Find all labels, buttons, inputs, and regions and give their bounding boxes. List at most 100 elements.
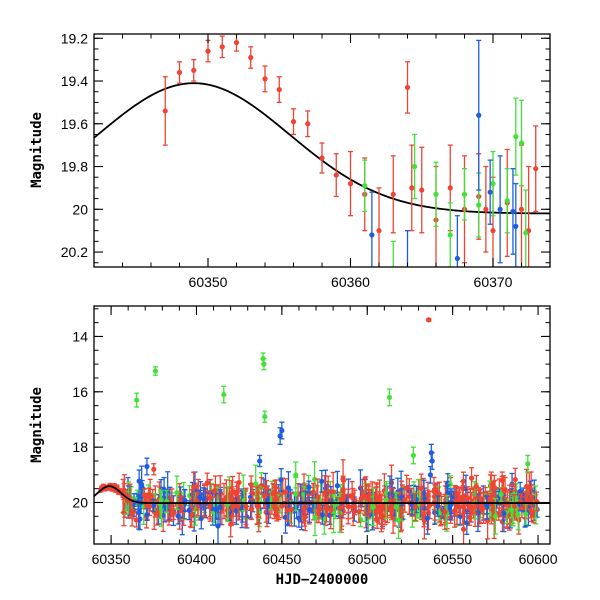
- band-point: [236, 472, 242, 493]
- band-point: [282, 478, 289, 507]
- green-point: [390, 240, 396, 267]
- blue-point: [257, 454, 263, 468]
- red-point: [390, 155, 396, 234]
- band-point: [273, 479, 279, 520]
- red-point: [376, 187, 382, 267]
- band-point: [349, 480, 355, 513]
- band-point: [514, 482, 520, 515]
- y-tick-label: 14: [72, 328, 88, 344]
- bottom-panel-ylabel: Magnitude: [29, 387, 45, 463]
- band-point: [468, 467, 475, 490]
- band-point: [129, 499, 135, 527]
- green-point: [525, 454, 531, 473]
- band-point: [512, 467, 518, 492]
- band-point: [306, 496, 313, 523]
- band-point: [383, 480, 389, 520]
- band-point: [213, 492, 219, 526]
- y-tick-label: 20.2: [61, 244, 88, 260]
- red-point: [404, 61, 411, 114]
- band-point: [435, 495, 441, 517]
- blue-point: [369, 191, 375, 267]
- red-point: [176, 61, 183, 84]
- red-point: [483, 165, 489, 253]
- band-point: [465, 486, 471, 510]
- y-tick-label: 19.8: [61, 159, 88, 175]
- green-point: [261, 357, 267, 371]
- band-point: [358, 485, 364, 512]
- band-point: [312, 498, 318, 537]
- green-point: [490, 150, 496, 217]
- y-tick-label: 18: [72, 439, 88, 455]
- band-point: [288, 492, 295, 527]
- x-tick-label: 60450: [262, 551, 301, 567]
- band-point: [460, 513, 467, 544]
- band-point: [315, 478, 321, 517]
- band-point: [296, 508, 302, 528]
- band-point: [310, 482, 316, 502]
- band-point: [248, 475, 254, 494]
- red-point: [262, 65, 268, 93]
- band-point: [182, 488, 188, 512]
- band-point: [442, 493, 448, 531]
- band-point: [472, 498, 479, 515]
- band-point: [211, 484, 217, 498]
- red-point: [419, 146, 425, 234]
- band-point: [171, 505, 177, 521]
- band-point: [217, 489, 223, 526]
- x-tick-label: 60500: [348, 551, 387, 567]
- top-panel: 60350 60360 60370 19.2 19.4 19.6 19.8 20 20.2 Ma…: [29, 30, 551, 290]
- blue-point: [497, 155, 503, 264]
- green-point: [513, 97, 519, 176]
- blue-point: [279, 421, 285, 440]
- bottom-panel-frame: [93, 305, 551, 545]
- band-point: [531, 506, 537, 524]
- y-tick-label: 19.4: [61, 73, 88, 89]
- green-point: [410, 446, 416, 465]
- red-point: [205, 39, 211, 63]
- band-point: [322, 475, 328, 511]
- band-point: [370, 487, 376, 527]
- blue-point: [427, 465, 434, 484]
- band-point: [421, 479, 427, 508]
- red-point: [162, 76, 168, 146]
- band-point: [393, 492, 400, 523]
- band-point: [144, 508, 150, 521]
- y-tick-label: 20: [72, 494, 88, 510]
- red-point: [248, 46, 254, 69]
- band-point: [467, 488, 473, 523]
- band-point: [352, 498, 358, 516]
- red-point: [409, 144, 415, 232]
- red-point: [290, 108, 297, 136]
- green-point: [504, 168, 510, 234]
- band-point: [402, 486, 408, 513]
- band-point: [141, 488, 148, 503]
- band-point: [186, 500, 192, 521]
- top-panel-ylabel: Magnitude: [29, 112, 45, 188]
- bottom-model-curve: [94, 485, 550, 504]
- green-point: [523, 189, 529, 267]
- x-tick-label: 60360: [331, 274, 370, 290]
- blue-point: [513, 182, 519, 267]
- green-point: [262, 410, 268, 423]
- red-point: [305, 110, 311, 138]
- band-point: [207, 478, 213, 518]
- band-point: [473, 474, 479, 499]
- band-point: [262, 484, 268, 509]
- band-point: [367, 489, 373, 512]
- x-tick-label: 60370: [474, 274, 513, 290]
- bottom-panel-xlabel: HJD−2400000: [276, 572, 369, 588]
- band-point: [345, 488, 351, 525]
- y-tick-label: 19.6: [61, 116, 88, 132]
- green-point: [518, 99, 525, 187]
- band-point: [492, 497, 499, 535]
- band-point: [378, 495, 384, 533]
- green-point: [134, 392, 140, 408]
- band-point: [395, 501, 402, 539]
- band-point: [158, 490, 164, 510]
- blue-point: [144, 457, 150, 476]
- band-point: [412, 492, 418, 522]
- band-point: [243, 487, 249, 526]
- band-point: [508, 501, 515, 519]
- top-panel-marks: [94, 34, 550, 267]
